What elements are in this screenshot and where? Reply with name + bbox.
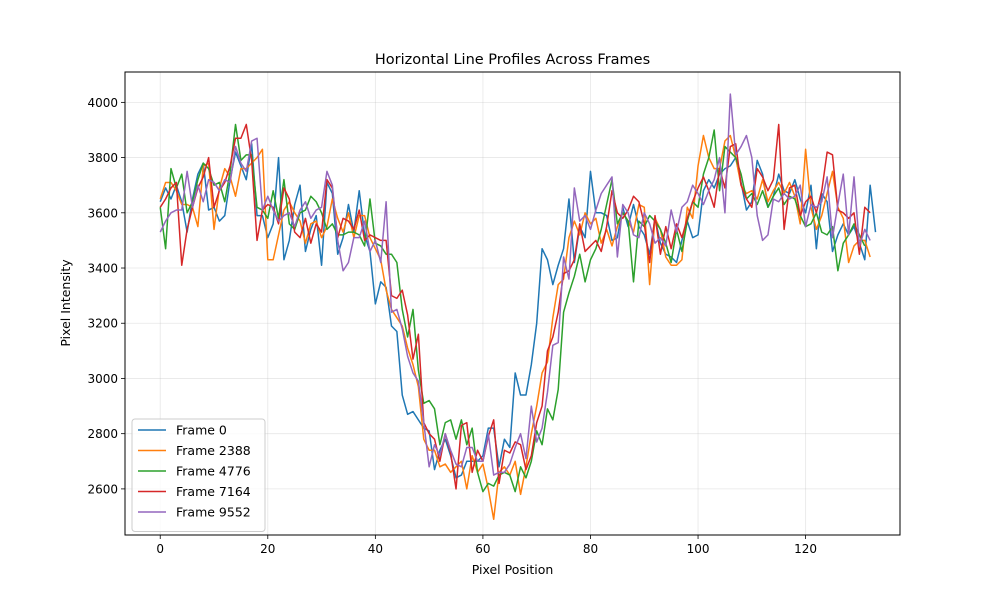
series-lines — [159, 93, 877, 521]
y-tick-label: 3600 — [87, 206, 118, 220]
y-tick-label: 3400 — [87, 262, 118, 276]
y-tick-label: 3000 — [87, 372, 118, 386]
legend-label-frame-7164: Frame 7164 — [176, 484, 251, 499]
x-tick-label: 100 — [687, 542, 710, 556]
legend-label-frame-0: Frame 0 — [176, 423, 227, 438]
series-line-frame-0 — [159, 143, 877, 479]
legend: Frame 0 Frame 2388 Frame 4776 Frame 7164 Fra… — [131, 418, 266, 532]
axis-ticks: 0 20 40 60 80 100 120 2600 2800 3000 3200 3400 3600 3… — [87, 96, 817, 556]
x-tick-label: 20 — [260, 542, 275, 556]
y-tick-label: 3200 — [87, 317, 118, 331]
x-tick-label: 60 — [475, 542, 490, 556]
legend-label-frame-9552: Frame 9552 — [176, 505, 251, 520]
x-tick-label: 0 — [156, 542, 164, 556]
series-line-frame-2388 — [159, 134, 871, 521]
x-tick-label: 120 — [794, 542, 817, 556]
legend-label-frame-4776: Frame 4776 — [176, 464, 251, 479]
chart-title: Horizontal Line Profiles Across Frames — [375, 52, 650, 68]
series-line-frame-7164 — [159, 123, 871, 490]
y-tick-label: 3800 — [87, 151, 118, 165]
legend-label-frame-2388: Frame 2388 — [176, 443, 251, 458]
legend-box — [131, 418, 266, 532]
y-tick-label: 4000 — [87, 96, 118, 110]
series-line-frame-9552 — [159, 93, 871, 476]
axes-frame — [124, 71, 901, 536]
x-axis-label: Pixel Position — [472, 562, 554, 577]
y-axis-label: Pixel Intensity — [58, 259, 73, 347]
x-tick-label: 40 — [368, 542, 383, 556]
y-tick-label: 2600 — [87, 482, 118, 496]
y-tick-label: 2800 — [87, 427, 118, 441]
x-tick-label: 80 — [583, 542, 598, 556]
series-line-frame-4776 — [159, 123, 866, 493]
